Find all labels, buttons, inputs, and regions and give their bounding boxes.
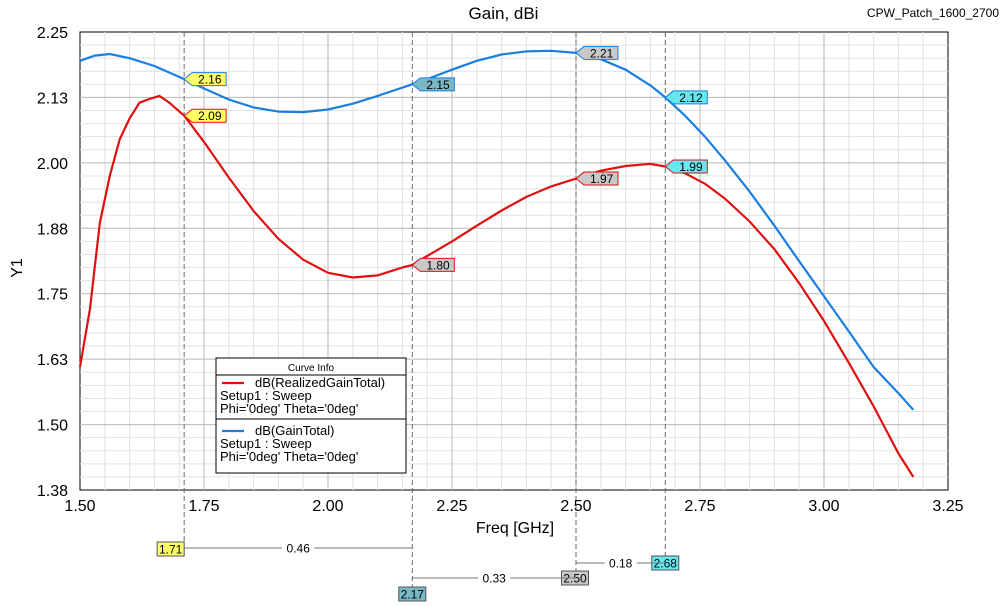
x-marker-box — [398, 586, 427, 602]
legend-entry-name: dB(GainTotal) — [255, 423, 334, 438]
x-tick-label: 3.25 — [932, 498, 963, 515]
point-marker-value: 2.12 — [679, 91, 703, 105]
point-marker-value: 2.21 — [590, 46, 614, 60]
series-layer — [78, 49, 915, 478]
point-marker-value: 1.99 — [679, 160, 703, 174]
y-tick-label: 1.88 — [37, 221, 68, 238]
y-tick-label: 1.75 — [37, 287, 68, 304]
legend-entry-name: dB(RealizedGainTotal) — [255, 375, 385, 390]
legend-entry-angles: Phi='0deg' Theta='0deg' — [220, 449, 358, 464]
x-marker-box — [156, 541, 185, 557]
legend-entry-angles: Phi='0deg' Theta='0deg' — [220, 401, 358, 416]
point-marker: 2.09 — [183, 108, 227, 123]
x-marker-value: 1.71 — [159, 543, 183, 557]
point-marker-flag — [183, 72, 227, 87]
point-marker: 1.99 — [664, 159, 708, 174]
point-marker: 2.15 — [411, 77, 455, 92]
x-tick-label: 3.00 — [808, 498, 839, 515]
delta-indicator: 0.33 — [412, 572, 576, 586]
point-marker: 2.16 — [183, 72, 227, 87]
point-marker-flag — [411, 257, 455, 272]
series-line-1 — [79, 49, 915, 411]
x-tick-label: 1.50 — [64, 498, 95, 515]
series-line-0 — [78, 94, 915, 478]
x-marker-value: 2.17 — [401, 588, 425, 602]
delta-value: 0.18 — [609, 557, 633, 571]
x-tick-label: 1.75 — [188, 498, 219, 515]
point-marker: 2.12 — [664, 90, 708, 105]
x-marker-labels: 1.712.172.502.680.460.330.18 — [156, 541, 680, 602]
point-marker-value: 2.16 — [198, 73, 222, 87]
point-marker-flag — [664, 159, 708, 174]
point-marker-value: 1.80 — [426, 258, 450, 272]
legend-title: Curve Info — [288, 363, 335, 374]
major-grid — [80, 32, 948, 490]
point-marker-flag — [575, 45, 619, 60]
delta-indicator: 0.46 — [184, 542, 413, 556]
x-marker-value: 2.68 — [654, 557, 678, 571]
x-tick-label: 2.50 — [560, 498, 591, 515]
legend-entry-setup: Setup1 : Sweep — [220, 388, 312, 403]
y-tick-label: 1.63 — [37, 352, 68, 369]
y-tick-label: 1.38 — [37, 483, 68, 500]
point-marker-value: 2.09 — [198, 109, 222, 123]
point-marker-flag — [411, 77, 455, 92]
chart-title: Gain, dBi — [468, 4, 539, 23]
x-tick-label: 2.25 — [436, 498, 467, 515]
point-marker: 1.80 — [411, 257, 455, 272]
point-marker: 1.97 — [575, 171, 619, 186]
project-name: CPW_Patch_1600_2700 — [866, 6, 999, 20]
delta-value: 0.46 — [287, 542, 311, 556]
y-tick-label: 2.00 — [37, 156, 68, 173]
axis-tick-labels: 1.50 1.75 2.00 2.25 2.50 2.75 3.00 3.25 2.25 2.13… — [37, 25, 964, 515]
delta-value: 0.33 — [482, 572, 506, 586]
point-marker-value: 2.15 — [426, 78, 450, 92]
legend-entry-setup: Setup1 : Sweep — [220, 436, 312, 451]
marker-lines — [183, 32, 666, 590]
y-tick-label: 2.13 — [37, 90, 68, 107]
y-axis-label: Y1 — [9, 258, 26, 278]
point-marker-flag — [664, 90, 708, 105]
y-tick-label: 2.25 — [37, 25, 68, 42]
y-tick-label: 1.50 — [37, 418, 68, 435]
legend-box — [215, 357, 407, 474]
point-marker-flag — [575, 171, 619, 186]
x-tick-label: 2.00 — [312, 498, 343, 515]
x-tick-label: 2.75 — [684, 498, 715, 515]
point-marker-flag — [183, 108, 227, 123]
delta-indicator: 0.18 — [576, 557, 666, 571]
point-marker-value: 1.97 — [590, 172, 614, 186]
point-marker-labels: 2.09 2.16 1.80 2.15 1.97 2.21 1.99 2.12 — [183, 45, 708, 272]
plot-area — [79, 31, 949, 491]
point-marker: 2.21 — [575, 45, 619, 60]
x-axis-label: Freq [GHz] — [476, 520, 554, 537]
